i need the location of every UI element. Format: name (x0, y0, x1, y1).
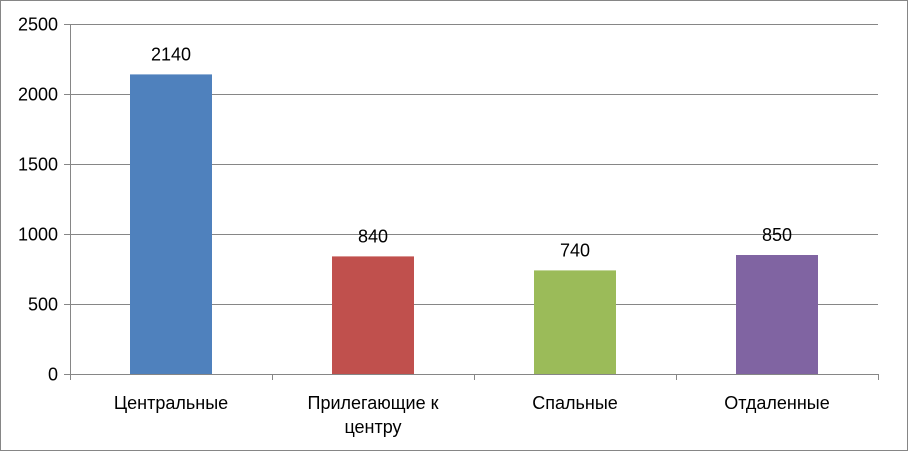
category-label: Прилегающие к (308, 393, 439, 413)
category-label: центру (344, 417, 401, 437)
category-label: Отдаленные (724, 393, 830, 413)
data-label: 2140 (151, 44, 191, 64)
axes (64, 24, 879, 380)
data-label: 840 (358, 226, 388, 246)
y-tick-label: 2500 (18, 15, 58, 35)
y-tick-label: 500 (28, 295, 58, 315)
category-label: Центральные (114, 393, 228, 413)
data-label: 850 (762, 225, 792, 245)
bar (534, 270, 616, 374)
labels: 0 500 1000 1500 2000 2500 2140 Центральные 840 Пр… (18, 15, 830, 438)
category-label: Спальные (532, 393, 618, 413)
y-tick-label: 1000 (18, 225, 58, 245)
y-tick-label: 0 (48, 365, 58, 385)
data-label: 740 (560, 240, 590, 260)
y-tick-label: 1500 (18, 155, 58, 175)
y-tick-label: 2000 (18, 85, 58, 105)
bar (332, 256, 414, 374)
bars (130, 74, 818, 375)
bar (130, 74, 212, 375)
bar (736, 255, 818, 374)
